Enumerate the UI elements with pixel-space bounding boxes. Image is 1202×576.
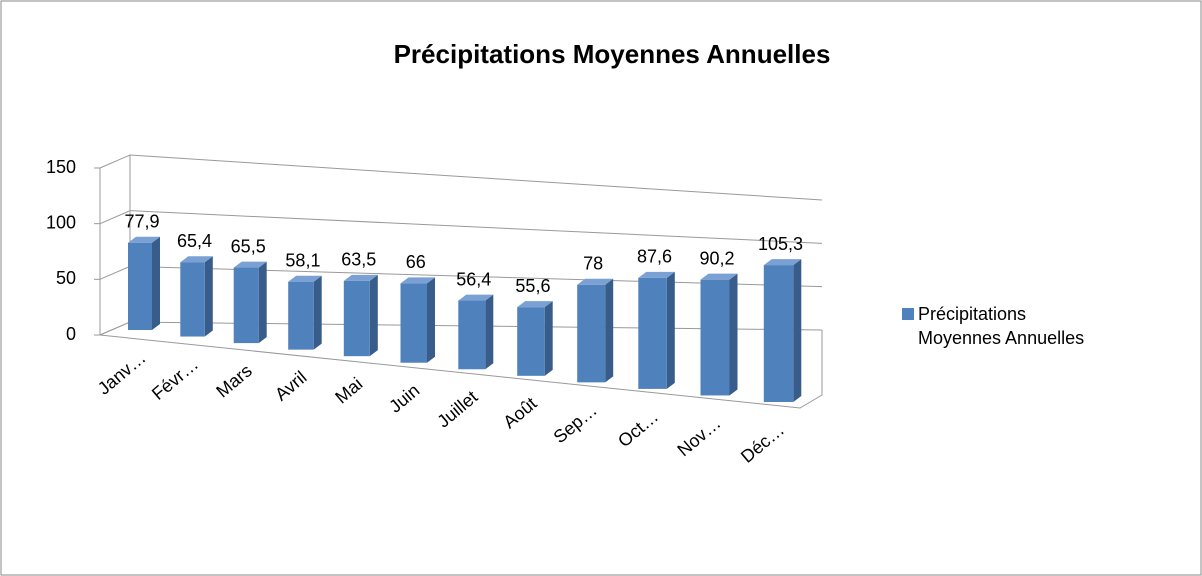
data-label: 63,5 (341, 250, 376, 270)
bar-top (288, 275, 322, 282)
bar (343, 280, 370, 357)
data-label: 105,3 (758, 234, 803, 254)
data-label: 66 (406, 252, 426, 272)
bar (233, 267, 259, 344)
bar (288, 281, 314, 350)
data-label: 65,5 (231, 236, 266, 256)
bar-top (400, 277, 435, 284)
bar-side (605, 278, 614, 383)
bar-top (700, 273, 738, 280)
bar-side (544, 301, 553, 376)
bar (517, 307, 545, 376)
bar-top (517, 301, 553, 308)
bar-side (666, 271, 675, 389)
bar-side (313, 275, 322, 350)
bar-side (204, 256, 213, 337)
bar-top (128, 236, 160, 243)
bar-top (577, 278, 614, 285)
bar-side (729, 273, 738, 396)
bar-top (180, 256, 213, 263)
bar (458, 300, 486, 370)
bar (763, 265, 794, 402)
bar-side (152, 236, 160, 330)
floor-edge (99, 330, 823, 409)
data-label: 77,9 (124, 212, 159, 232)
data-label: 78 (583, 254, 603, 274)
bar-top (343, 274, 378, 281)
legend-swatch (902, 308, 914, 320)
grid-line (99, 321, 131, 336)
data-label: 87,6 (637, 247, 672, 267)
data-label: 90,2 (699, 248, 734, 268)
bar (400, 283, 427, 363)
grid-line (99, 154, 131, 169)
bar (577, 284, 606, 383)
data-label: 58,1 (285, 250, 320, 270)
data-label: 55,6 (515, 276, 550, 296)
bar-side (793, 259, 802, 402)
y-tick-label: 150 (46, 157, 76, 177)
bar-side (485, 294, 494, 370)
y-tick-label: 100 (46, 212, 76, 232)
y-tick-label: 50 (56, 268, 76, 288)
grid-line (99, 210, 131, 225)
bar (180, 262, 205, 337)
bar-top (233, 261, 267, 268)
bar-top (763, 259, 802, 266)
bar (700, 279, 730, 396)
y-tick-label: 0 (66, 324, 76, 344)
bar-side (369, 274, 378, 357)
bar-top (458, 294, 494, 301)
chart-title: Précipitations Moyennes Annuelles (394, 39, 831, 69)
bar-side (427, 277, 435, 363)
bar-top (638, 271, 675, 278)
grid-line (99, 265, 131, 280)
bar (128, 242, 152, 330)
bar-side (258, 261, 267, 344)
data-label: 65,4 (177, 231, 212, 251)
bar (638, 277, 667, 389)
legend-label: Précipitations Moyennes Annuelles (918, 304, 1085, 348)
grid-line (129, 210, 823, 244)
data-label: 56,4 (456, 269, 491, 289)
grid-line (129, 154, 823, 201)
